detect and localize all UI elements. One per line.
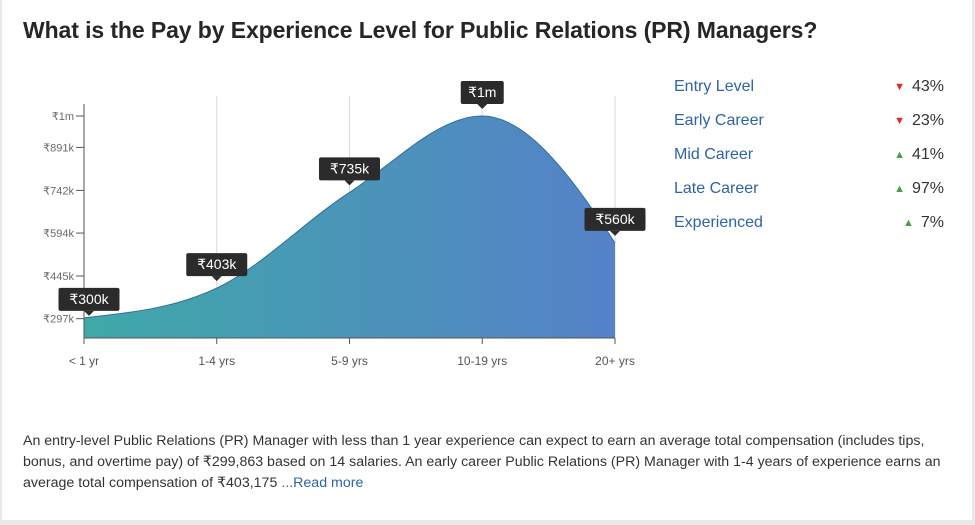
salary-description: An entry-level Public Relations (PR) Man… bbox=[23, 431, 955, 494]
y-tick-label: ₹891k bbox=[43, 142, 74, 154]
description-text: An entry-level Public Relations (PR) Man… bbox=[23, 433, 941, 492]
data-label-3: ₹1m bbox=[460, 81, 504, 109]
up-arrow-icon: ▲ bbox=[894, 149, 905, 161]
data-label-pointer bbox=[84, 310, 94, 316]
legend-change-early-career: ▼ 23% bbox=[894, 112, 944, 129]
data-label-box bbox=[584, 207, 646, 231]
y-tick-label: ₹742k bbox=[43, 185, 74, 197]
data-label-0: ₹300k bbox=[58, 287, 120, 316]
legend-row-early-career: Early Career ▼ 23% bbox=[674, 112, 944, 146]
legend-row-late-career: Late Career ▲ 97% bbox=[674, 180, 944, 214]
data-label-box bbox=[460, 81, 504, 104]
data-label-text: ₹735k bbox=[330, 160, 370, 176]
salary-line bbox=[83, 115, 616, 319]
data-label-text: ₹403k bbox=[197, 256, 237, 272]
legend-change-experienced: ▲ 7% bbox=[902, 214, 944, 231]
data-label-pointer bbox=[344, 180, 355, 186]
up-arrow-icon: ▲ bbox=[894, 183, 905, 195]
legend-change-late-career: ▲ 97% bbox=[894, 180, 944, 197]
experience-legend: Entry Level ▼ 43% Early Career ▼ 23% Mid C… bbox=[674, 78, 944, 248]
down-arrow-icon: ▼ bbox=[894, 81, 905, 93]
x-tick-label: < 1 yr bbox=[69, 354, 99, 368]
read-more-link[interactable]: ...Read more bbox=[281, 475, 364, 492]
pay-by-experience-chart: ₹297k ₹445k ₹594k ₹742k ₹891k ₹1m < 1 yr 1-4 yr… bbox=[43, 81, 646, 368]
data-label-2: ₹735k bbox=[319, 157, 380, 186]
y-tick-label: ₹1m bbox=[52, 111, 74, 123]
y-tick-label: ₹297k bbox=[43, 314, 74, 326]
data-label-text: ₹560k bbox=[595, 211, 635, 227]
legend-label-mid-career[interactable]: Mid Career bbox=[674, 146, 754, 163]
legend-row-entry-level: Entry Level ▼ 43% bbox=[674, 78, 944, 112]
data-label-box bbox=[319, 157, 380, 181]
x-tick-label: 10-19 yrs bbox=[457, 354, 507, 368]
legend-label-experienced[interactable]: Experienced bbox=[674, 214, 763, 231]
data-label-pointer bbox=[211, 276, 222, 282]
legend-label-early-career[interactable]: Early Career bbox=[674, 112, 764, 129]
up-arrow-icon: ▲ bbox=[902, 217, 914, 229]
legend-row-mid-career: Mid Career ▲ 41% bbox=[674, 146, 944, 180]
page-title: What is the Pay by Experience Level for … bbox=[23, 17, 818, 43]
data-label-box bbox=[58, 287, 120, 311]
data-label-pointer bbox=[477, 104, 488, 109]
data-label-4: ₹560k bbox=[584, 207, 646, 236]
legend-label-entry-level[interactable]: Entry Level bbox=[674, 78, 755, 95]
data-label-text: ₹1m bbox=[468, 84, 496, 100]
y-tick-label: ₹594k bbox=[43, 228, 74, 240]
legend-label-late-career[interactable]: Late Career bbox=[674, 180, 759, 197]
down-arrow-icon: ▼ bbox=[894, 115, 905, 127]
data-label-1: ₹403k bbox=[186, 253, 248, 282]
legend-change-mid-career: ▲ 41% bbox=[894, 146, 944, 163]
x-tick-label: 20+ yrs bbox=[595, 354, 635, 368]
data-label-text: ₹300k bbox=[69, 291, 109, 307]
y-tick-label: ₹445k bbox=[43, 271, 74, 283]
data-label-box bbox=[186, 253, 248, 277]
x-tick-label: 1-4 yrs bbox=[198, 354, 235, 368]
legend-change-entry-level: ▼ 43% bbox=[894, 78, 944, 95]
data-label-pointer bbox=[610, 230, 620, 236]
salary-area bbox=[84, 116, 615, 338]
legend-row-experienced: Experienced ▲ 7% bbox=[674, 214, 944, 248]
x-tick-label: 5-9 yrs bbox=[331, 354, 368, 368]
